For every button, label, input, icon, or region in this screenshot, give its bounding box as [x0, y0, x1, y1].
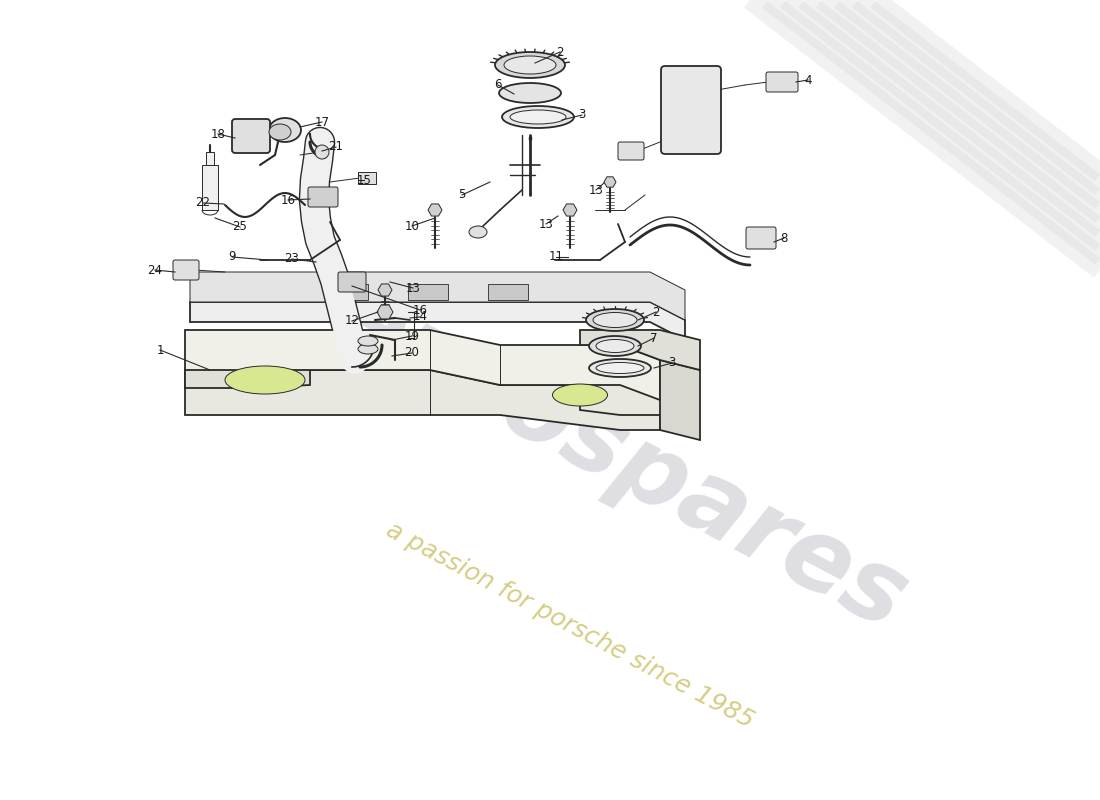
Ellipse shape — [596, 339, 634, 353]
Bar — [328, 284, 369, 300]
Bar — [408, 284, 448, 300]
Ellipse shape — [504, 56, 556, 74]
Text: 19: 19 — [405, 330, 419, 342]
Text: eurospares: eurospares — [318, 269, 922, 651]
Ellipse shape — [270, 124, 292, 140]
Text: 4: 4 — [804, 74, 812, 86]
Text: 5: 5 — [459, 189, 465, 202]
Polygon shape — [580, 365, 680, 415]
Ellipse shape — [586, 309, 644, 331]
Text: 13: 13 — [588, 183, 604, 197]
Text: 24: 24 — [147, 263, 163, 277]
Text: 9: 9 — [229, 250, 235, 263]
Text: 8: 8 — [780, 231, 788, 245]
Text: 17: 17 — [315, 115, 330, 129]
Text: 22: 22 — [196, 197, 210, 210]
Polygon shape — [428, 204, 442, 216]
FancyBboxPatch shape — [308, 187, 338, 207]
FancyBboxPatch shape — [661, 66, 721, 154]
Text: a passion for porsche since 1985: a passion for porsche since 1985 — [382, 518, 758, 733]
Ellipse shape — [270, 118, 301, 142]
Ellipse shape — [593, 313, 637, 327]
Text: 6: 6 — [494, 78, 502, 91]
Ellipse shape — [469, 226, 487, 238]
Polygon shape — [580, 330, 700, 370]
Polygon shape — [206, 152, 214, 165]
Bar — [488, 284, 528, 300]
Polygon shape — [378, 284, 392, 296]
Circle shape — [315, 145, 329, 159]
FancyBboxPatch shape — [338, 272, 366, 292]
Ellipse shape — [596, 362, 644, 374]
Ellipse shape — [358, 336, 378, 346]
Polygon shape — [563, 204, 578, 216]
Ellipse shape — [226, 366, 305, 394]
Polygon shape — [202, 165, 218, 210]
Polygon shape — [190, 272, 685, 320]
Ellipse shape — [510, 110, 566, 124]
Text: 23: 23 — [285, 253, 299, 266]
Text: 16: 16 — [280, 194, 296, 206]
Text: 15: 15 — [356, 174, 372, 186]
Text: 2: 2 — [652, 306, 660, 318]
Text: 2: 2 — [557, 46, 563, 58]
FancyBboxPatch shape — [173, 260, 199, 280]
Ellipse shape — [588, 359, 651, 377]
Ellipse shape — [588, 336, 641, 356]
Text: 1: 1 — [156, 343, 164, 357]
Polygon shape — [604, 177, 616, 187]
Text: 18: 18 — [210, 127, 225, 141]
Ellipse shape — [358, 344, 378, 354]
Polygon shape — [185, 370, 660, 430]
Ellipse shape — [495, 52, 565, 78]
Polygon shape — [190, 302, 685, 340]
Text: 12: 12 — [344, 314, 360, 327]
Text: 3: 3 — [579, 109, 585, 122]
Text: 16: 16 — [412, 303, 428, 317]
Text: 13: 13 — [406, 282, 420, 294]
Bar — [358, 172, 376, 184]
Text: 20: 20 — [405, 346, 419, 359]
Polygon shape — [185, 352, 310, 388]
Ellipse shape — [552, 384, 607, 406]
Text: 13: 13 — [539, 218, 553, 230]
FancyBboxPatch shape — [618, 142, 644, 160]
Polygon shape — [660, 360, 700, 440]
Ellipse shape — [499, 83, 561, 103]
Text: 7: 7 — [650, 331, 658, 345]
Text: 21: 21 — [329, 141, 343, 154]
Polygon shape — [377, 305, 393, 319]
Polygon shape — [185, 330, 660, 400]
Text: 25: 25 — [232, 221, 248, 234]
Text: 3: 3 — [669, 357, 675, 370]
Ellipse shape — [502, 106, 574, 128]
Text: 11: 11 — [549, 250, 563, 263]
Text: 10: 10 — [405, 219, 419, 233]
FancyBboxPatch shape — [746, 227, 776, 249]
FancyBboxPatch shape — [232, 119, 270, 153]
FancyBboxPatch shape — [766, 72, 797, 92]
Text: 14: 14 — [412, 310, 428, 323]
